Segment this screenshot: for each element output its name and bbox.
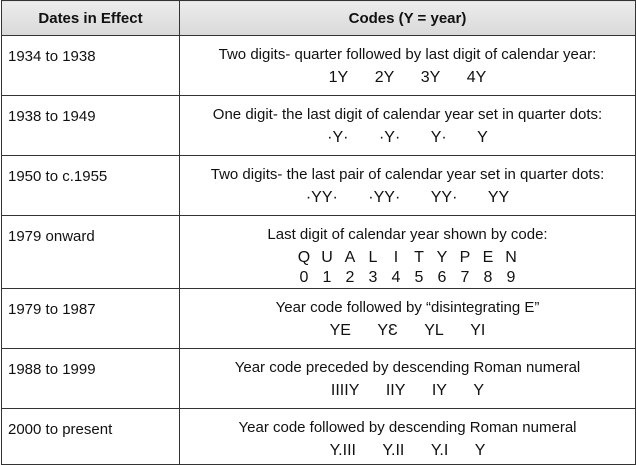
code-sample: IIY [385,382,406,399]
row-dates: 1979 onward [1,215,180,289]
code-digit: 6 [437,269,447,286]
code-sample: YƐ [377,322,398,339]
row-dates: 1934 to 1938 [1,35,180,96]
code-sample: Y.III [329,442,356,459]
code-digit: 8 [483,269,493,286]
table-row: 1950 to c.1955 Two digits- the last pair… [1,155,636,216]
row-codes: Two digits- quarter followed by last dig… [179,35,636,96]
code-sample: Y.II [382,442,405,459]
table-row: 1988 to 1999 Year code preceded by desce… [1,348,636,409]
table-row: 2000 to present Year code followed by de… [1,408,636,465]
row-codes: Year code preceded by descending Roman n… [179,348,636,409]
header-codes: Codes (Y = year) [179,0,636,36]
code-letter: I [393,249,399,266]
code-description: Last digit of calendar year shown by cod… [267,226,548,243]
code-letter: P [459,249,471,266]
code-sample: 4Y [466,69,487,86]
code-letter: U [321,249,333,266]
code-digit: 2 [345,269,355,286]
code-digit: 5 [414,269,424,286]
row-codes: Last digit of calendar year shown by cod… [179,215,636,289]
code-description: One digit- the last digit of calendar ye… [212,106,603,123]
code-samples: YE YƐ YL YI [180,320,635,342]
code-samples: IIIIY IIY IY Y [180,380,635,402]
code-letter: Y [436,249,448,266]
row-codes: One digit- the last digit of calendar ye… [179,95,636,156]
table-row: 1979 onward Last digit of calendar year … [1,215,636,289]
code-samples: ·Y· ·Y· Y· Y [180,127,635,149]
code-sample: ·YY· [305,189,338,206]
table-row: 1938 to 1949 One digit- the last digit o… [1,95,636,156]
code-digit: 4 [391,269,401,286]
code-sample: IIIIY [330,382,360,399]
code-letter: E [482,249,494,266]
table-row: 1979 to 1987 Year code followed by “disi… [1,288,636,349]
code-description: Two digits- quarter followed by last dig… [218,46,597,63]
code-sample: YL [424,322,444,339]
code-sample: YE [329,322,351,339]
code-sample: IY [431,382,447,399]
code-sample: 3Y [420,69,441,86]
code-digit: 3 [368,269,378,286]
code-samples: ·YY· ·YY· YY· YY [180,187,635,209]
code-letter: Q [297,249,311,266]
row-dates: 1938 to 1949 [1,95,180,156]
code-digit: 1 [322,269,332,286]
row-dates: 1950 to c.1955 [1,155,180,216]
code-sample: Y.I [430,442,449,459]
code-samples: 1Y 2Y 3Y 4Y [180,67,635,89]
code-sample: YY· [430,189,458,206]
header-row: Dates in Effect Codes (Y = year) [1,0,636,36]
code-sample: ·YY· [368,189,401,206]
code-sample: YY [487,189,510,206]
code-description: Year code preceded by descending Roman n… [234,359,581,376]
code-digit: 9 [506,269,516,286]
code-digit: 7 [460,269,470,286]
code-description: Two digits- the last pair of calendar ye… [210,166,605,183]
row-dates: 1988 to 1999 [1,348,180,409]
code-sample: YI [470,322,486,339]
code-description: Year code followed by descending Roman n… [238,419,577,436]
row-dates: 2000 to present [1,408,180,465]
code-letter: N [505,249,517,266]
header-dates: Dates in Effect [1,0,180,36]
code-digit: 0 [299,269,309,286]
table-row: 1934 to 1938 Two digits- quarter followe… [1,35,636,96]
code-sample: ·Y· [378,129,401,146]
code-sample: Y [473,382,485,399]
row-dates: 1979 to 1987 [1,288,180,349]
row-codes: Year code followed by descending Roman n… [179,408,636,465]
code-sample: Y [474,442,486,459]
row-codes: Year code followed by “disintegrating E”… [179,288,636,349]
code-sample: Y [477,129,488,146]
code-samples: Y.III Y.II Y.I Y [180,440,635,462]
row-codes: Two digits- the last pair of calendar ye… [179,155,636,216]
code-sample: Y· [430,129,447,146]
code-sample: 1Y [328,69,349,86]
code-letter: A [344,249,356,266]
code-description: Year code followed by “disintegrating E” [275,299,540,316]
code-sample: ·Y· [327,129,349,146]
code-sample: 2Y [374,69,395,86]
code-letter: L [368,249,378,266]
code-letter: T [414,249,424,266]
